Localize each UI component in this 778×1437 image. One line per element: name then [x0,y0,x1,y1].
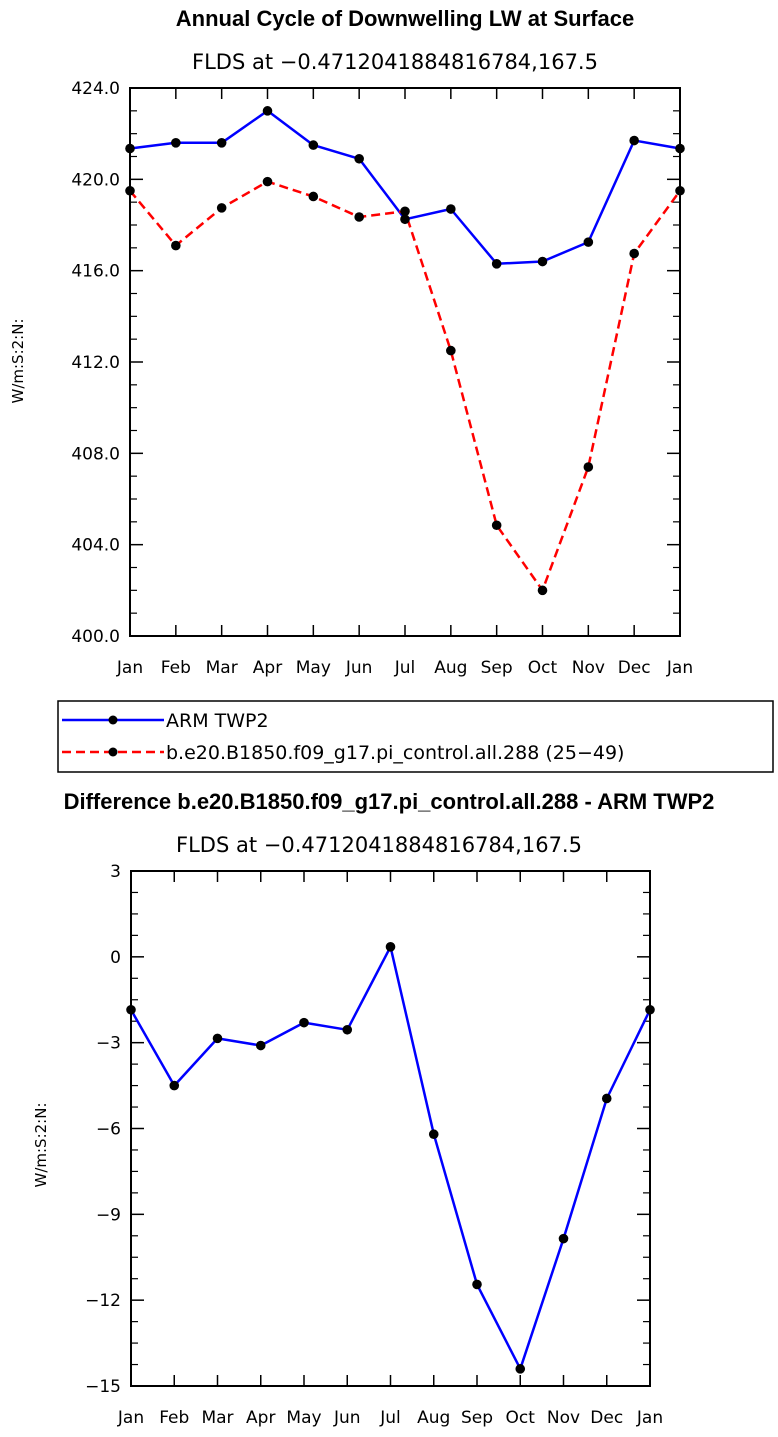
data-point [354,153,364,164]
data-point [446,204,456,214]
data-point [385,942,396,952]
series-line [129,109,681,266]
data-point [262,176,273,187]
chart-subtitle: FLDS at −0.4712041884816784,167.5 [192,50,598,74]
data-point [491,259,502,269]
x-tick-label: Jul [394,658,416,678]
data-point [125,185,135,196]
y-tick-label: 400.0 [71,627,120,647]
data-point [472,1279,482,1290]
x-tick-label: Aug [434,658,467,678]
data-point [629,248,639,259]
data-point [308,191,319,202]
x-tick-label: Sep [481,658,513,678]
plot-frame [129,87,681,637]
y-tick-label: −6 [96,1120,121,1140]
y-tick-label: 424.0 [71,79,120,99]
legend: ARM TWP2 b.e20.B1850.f09_g17.pi_control.… [57,700,774,773]
series-line [129,180,682,592]
y-tick-label: 412.0 [71,353,120,373]
legend-marker-model [108,747,118,757]
x-tick-label: Jun [345,658,373,678]
data-point [583,462,594,472]
data-point [171,138,181,148]
x-tick-label: Dec [618,658,651,678]
data-point [675,185,685,196]
legend-label-model: b.e20.B1850.f09_g17.pi_control.all.288 (… [166,742,624,764]
data-point [629,135,639,146]
data-point [216,138,227,148]
data-point [255,1040,266,1051]
x-tick-label: Apr [253,658,282,678]
data-point [558,1233,569,1244]
data-point [601,1093,612,1104]
data-point [212,1033,223,1044]
legend-box [57,700,774,773]
x-tick-label: Mar [201,1408,233,1428]
x-tick-label: Jan [117,1408,144,1428]
data-point [171,240,181,251]
data-point [354,212,364,222]
difference-chart: Difference b.e20.B1850.f09_g17.pi_contro… [32,789,714,1428]
chart-title: Difference b.e20.B1850.f09_g17.pi_contro… [64,789,715,814]
data-point [645,1004,655,1015]
legend-label-arm: ARM TWP2 [166,710,269,732]
data-point [125,143,135,154]
x-tick-label: Dec [590,1408,623,1428]
data-point [583,237,594,247]
data-point [126,1004,136,1015]
y-tick-label: 0 [110,948,121,968]
data-point [400,206,410,217]
x-tick-label: Oct [528,658,558,678]
data-point [537,256,548,267]
data-point [515,1364,526,1374]
data-point [262,106,273,116]
y-tick-label: −12 [85,1291,121,1311]
x-tick-label: Nov [572,658,605,678]
data-point [342,1024,353,1035]
x-tick-label: Jan [116,658,143,678]
y-tick-label: 408.0 [71,444,120,464]
legend-marker-arm [108,715,118,725]
y-tick-label: 420.0 [71,170,120,190]
x-tick-label: Apr [246,1408,275,1428]
annual-cycle-chart: Annual Cycle of Downwelling LW at Surfac… [9,6,693,678]
x-tick-label: May [286,1408,321,1428]
data-point [428,1129,439,1140]
series-line [129,945,652,1371]
data-point [216,203,227,213]
data-point [299,1017,309,1028]
data-point [169,1080,180,1091]
y-axis-label: W/m:S:2:N: [32,1103,50,1188]
x-tick-label: Sep [461,1408,493,1428]
chart-subtitle: FLDS at −0.4712041884816784,167.5 [176,833,582,857]
y-axis-label: W/m:S:2:N: [9,319,27,404]
y-tick-label: −3 [96,1034,121,1054]
x-tick-label: Jun [333,1408,361,1428]
data-point [491,520,502,531]
x-tick-label: Jan [666,658,693,678]
x-tick-label: Oct [506,1408,536,1428]
x-tick-label: Feb [161,658,191,678]
y-tick-label: −15 [85,1377,121,1397]
x-tick-label: Feb [159,1408,189,1428]
y-tick-label: 416.0 [71,262,120,282]
chart-title: Annual Cycle of Downwelling LW at Surfac… [176,6,634,31]
data-point [308,140,319,150]
x-tick-label: May [296,658,331,678]
x-tick-label: Nov [547,1408,580,1428]
data-point [675,143,685,154]
x-tick-label: Jan [636,1408,663,1428]
y-tick-label: −9 [96,1205,121,1225]
y-tick-label: 3 [110,862,121,882]
data-point [446,345,456,356]
data-point [400,214,410,225]
y-tick-label: 404.0 [71,536,120,556]
data-point [537,585,548,596]
x-tick-label: Jul [379,1408,401,1428]
x-tick-label: Aug [417,1408,450,1428]
x-tick-label: Mar [206,658,238,678]
